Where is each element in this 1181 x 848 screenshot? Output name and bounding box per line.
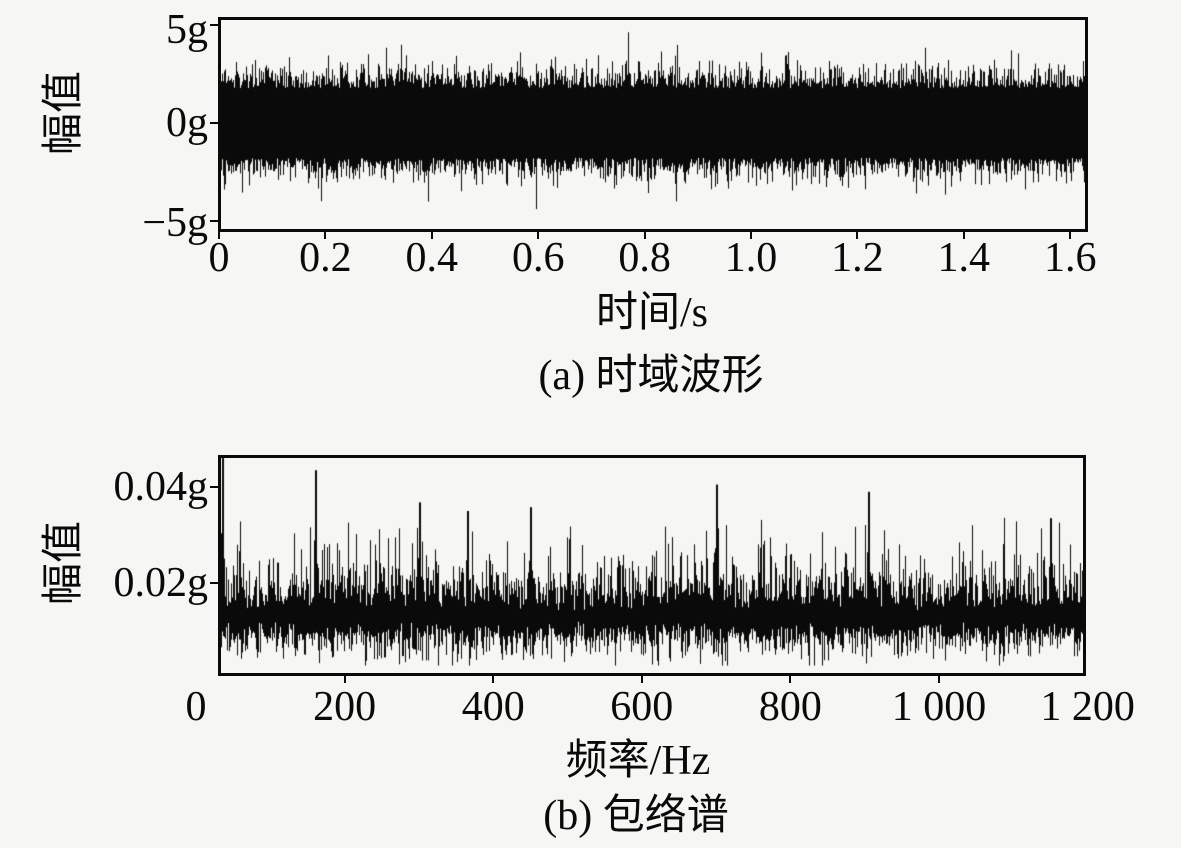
plot-area-envelope	[218, 455, 1086, 676]
waveform-y-tick-mark	[210, 220, 218, 222]
waveform-y-tick-mark	[210, 24, 218, 26]
envelope-x-axis-label: 频率/Hz	[565, 738, 711, 784]
envelope-x-tick-label: 1 000	[891, 684, 987, 730]
waveform-x-tick-mark	[643, 232, 646, 239]
plot-area-waveform	[218, 17, 1088, 232]
waveform-noise-trace	[221, 20, 1085, 229]
waveform-x-tick-mark	[430, 232, 433, 239]
waveform-x-tick-mark	[1069, 232, 1072, 239]
waveform-y-tick-label: 0g	[166, 100, 208, 146]
waveform-x-tick-mark	[324, 232, 327, 239]
envelope-caption: (b) 包络谱	[543, 793, 729, 839]
envelope-noise-trace	[221, 458, 1083, 673]
waveform-x-tick-mark	[962, 232, 965, 239]
envelope-y-tick-mark	[210, 486, 218, 488]
waveform-x-tick-label: 0	[208, 235, 230, 281]
waveform-x-tick-mark	[856, 232, 859, 239]
waveform-x-tick-label: 0.4	[405, 235, 459, 281]
waveform-x-tick-label: 1.6	[1043, 235, 1097, 281]
envelope-x-tick-label: 200	[313, 684, 377, 730]
waveform-x-tick-mark	[537, 232, 540, 239]
waveform-x-tick-label: 0.6	[511, 235, 565, 281]
envelope-x-tick-mark	[343, 676, 346, 683]
waveform-x-tick-label: 0.2	[299, 235, 352, 281]
envelope-y-tick-label: 0.04g	[113, 464, 209, 510]
waveform-x-tick-mark	[750, 232, 752, 239]
envelope-x-tick-label: 600	[610, 684, 674, 730]
waveform-y-axis-label: 幅值	[41, 70, 87, 156]
envelope-x-tick-label: 400	[461, 684, 525, 730]
waveform-y-tick-label: 5g	[166, 7, 208, 53]
envelope-y-tick-label: 0.02g	[113, 560, 209, 606]
waveform-x-tick-mark	[218, 232, 220, 239]
envelope-y-axis-label: 幅值	[41, 520, 87, 606]
envelope-x-tick-label: 1 200	[1040, 684, 1135, 730]
waveform-y-tick-label: −5g	[142, 200, 208, 246]
envelope-x-tick-mark	[640, 676, 643, 683]
waveform-x-tick-label: 1.2	[831, 235, 884, 281]
envelope-x-tick-mark	[492, 676, 495, 683]
waveform-y-tick-mark	[210, 122, 218, 124]
waveform-caption: (a) 时域波形	[538, 353, 764, 399]
waveform-x-axis-label: 时间/s	[595, 290, 709, 336]
envelope-x-tick-label: 0	[185, 684, 207, 730]
waveform-x-tick-label: 0.8	[618, 235, 671, 281]
waveform-x-tick-label: 1.4	[937, 235, 991, 281]
envelope-x-tick-mark	[938, 676, 940, 683]
envelope-x-tick-label: 800	[758, 684, 822, 730]
envelope-x-tick-mark	[789, 676, 792, 683]
envelope-y-tick-mark	[210, 582, 218, 584]
waveform-x-tick-label: 1.0	[724, 235, 778, 281]
